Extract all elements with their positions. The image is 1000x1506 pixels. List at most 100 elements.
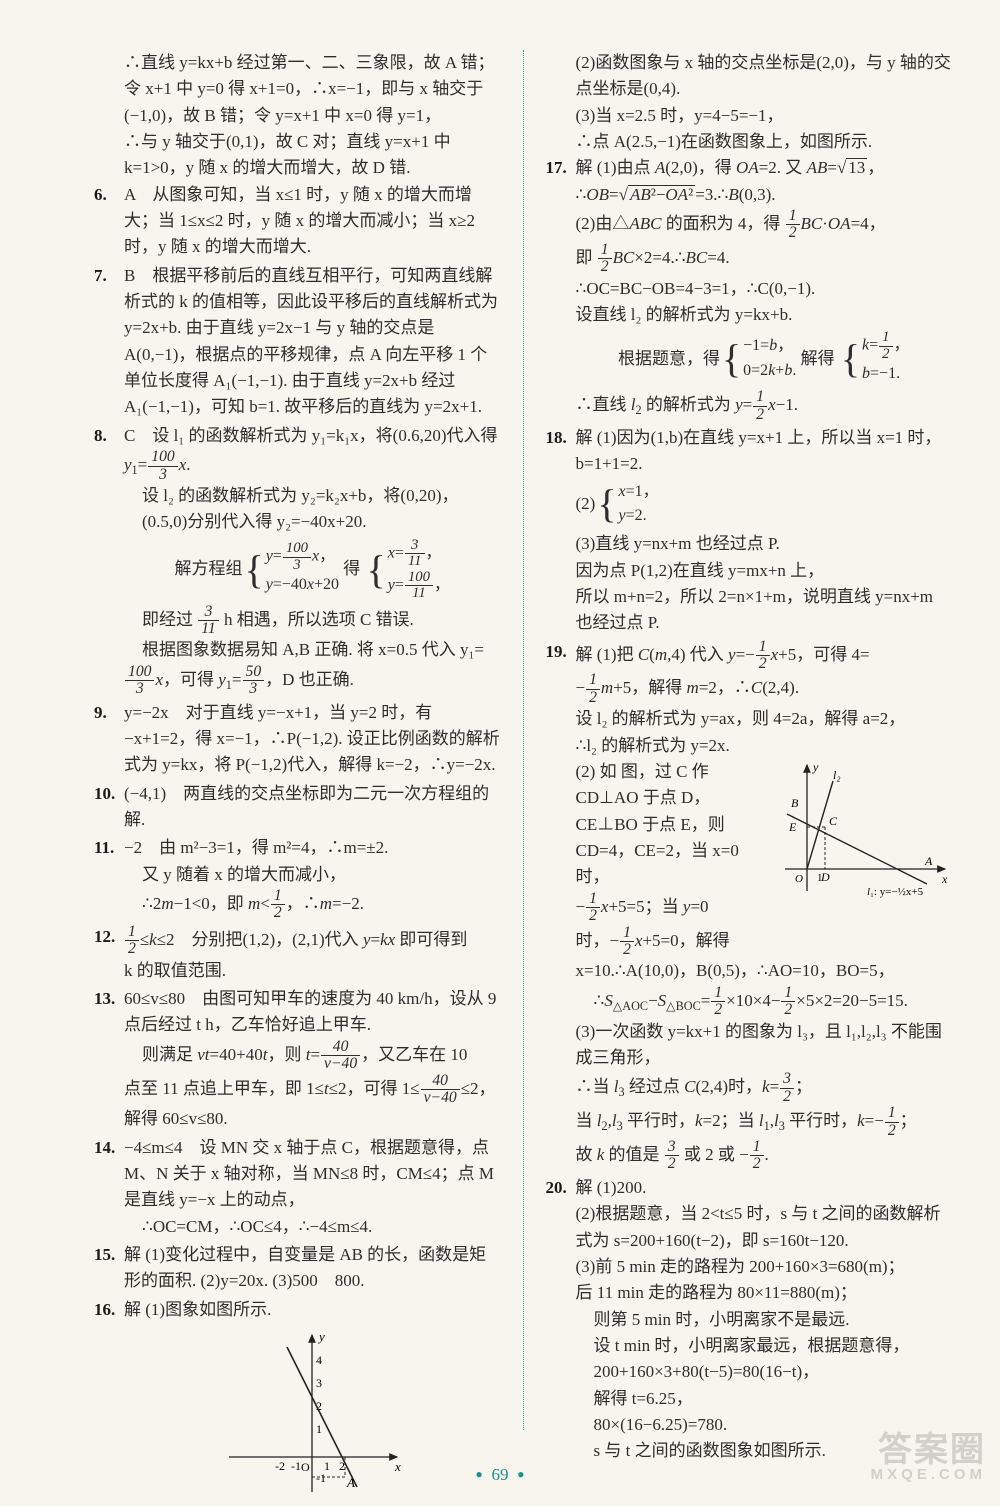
item-body: 解 (1)把 C(m,4) 代入 y=−12x+5，可得 4= −12m+5，解… xyxy=(576,639,953,1173)
svg-text:B: B xyxy=(791,796,799,810)
svg-text:x: x xyxy=(941,872,948,886)
item-body: 12≤k≤2 分别把(1,2)，(2,1)代入 y=kx 即可得到 k 的取值范… xyxy=(124,924,501,984)
text-line: 解 (1)由点 A(2,0)，得 OA=2. 又 AB=√13， xyxy=(576,155,953,181)
text-line: (2)函数图象与 x 轴的交点坐标是(2,0)，与 y 轴的交点坐标是(0,4)… xyxy=(576,50,953,103)
svg-text:y: y xyxy=(812,760,819,774)
text-line: 解 (1)因为(1,b)在直线 y=x+1 上，所以当 x=1 时，b=1+1=… xyxy=(576,425,953,478)
item-body: 解 (1)因为(1,b)在直线 y=x+1 上，所以当 x=1 时，b=1+1=… xyxy=(576,425,953,637)
text-line: 200+160×3+80(t−5)=80(16−t)， xyxy=(576,1359,953,1385)
item-14: 14. −4≤m≤4 设 MN 交 x 轴于点 C，根据题意得，点 M、N 关于… xyxy=(94,1135,501,1240)
svg-text:A: A xyxy=(924,854,933,868)
text-line: 所以 m+n=2，所以 2=n×1+m，说明直线 y=nx+m 也经过点 P. xyxy=(576,584,953,637)
svg-text:l₂: l₂ xyxy=(833,768,841,782)
item-body: 解 (1)200. (2)根据题意，当 2<t≤5 时，s 与 t 之间的函数解… xyxy=(576,1175,953,1465)
text-line: 则满足 vt=40+40t，则 t=40v−40，又乙车在 10 xyxy=(124,1039,501,1073)
item-15: 15. 解 (1)变化过程中，自变量是 AB 的长，函数是矩形的面积. (2)y… xyxy=(94,1242,501,1295)
text-line: 因为点 P(1,2)在直线 y=mx+n 上， xyxy=(576,558,953,584)
text-line: ∴OB=√AB²−OA²=3.∴B(0,3). xyxy=(576,182,953,208)
text-line: 后 11 min 走的路程为 80×11=880(m)； xyxy=(576,1280,953,1306)
svg-text:1: 1 xyxy=(817,872,823,884)
item-number: 19. xyxy=(546,639,576,1173)
text-line: x=10.∴A(10,0)，B(0,5)，∴AO=10，BO=5， xyxy=(576,958,953,984)
text-with-diagram: (2) 如 图，过 C 作 CD⊥AO 于点 D，CE⊥BO 于点 E，则 CD… xyxy=(576,759,953,925)
item-number: 10. xyxy=(94,781,124,834)
item-number: 15. xyxy=(94,1242,124,1295)
watermark-text: 答案圈 xyxy=(878,1431,986,1469)
text-line: −2 由 m²−3=1，得 m²=4，∴m=±2. xyxy=(124,835,501,861)
text-line: 即 12BC×2=4.∴BC=4. xyxy=(576,242,953,276)
eq-line: y1=1003x. xyxy=(124,449,501,483)
left-column: ∴直线 y=kx+b 经过第一、二、三象限，故 A 错； 令 x+1 中 y=0… xyxy=(94,50,501,1430)
item-body: −4≤m≤4 设 MN 交 x 轴于点 C，根据题意得，点 M、N 关于 x 轴… xyxy=(124,1135,501,1240)
item-number: 20. xyxy=(546,1175,576,1465)
watermark: 答案圈 MXQE.COM xyxy=(871,1433,986,1482)
svg-text:1: 1 xyxy=(316,1422,322,1436)
item-17: 17. 解 (1)由点 A(2,0)，得 OA=2. 又 AB=√13， ∴OB… xyxy=(546,155,953,423)
right-column: (2)函数图象与 x 轴的交点坐标是(2,0)，与 y 轴的交点坐标是(0,4)… xyxy=(546,50,953,1430)
text-line: −4≤m≤4 设 MN 交 x 轴于点 C，根据题意得，点 M、N 关于 x 轴… xyxy=(124,1135,501,1214)
text-line: ∴与 y 轴交于(0,1)，故 C 对；直线 y=x+1 中 k=1>0，y 随… xyxy=(124,129,501,182)
column-divider xyxy=(523,50,524,1430)
dot-icon: • xyxy=(517,1462,525,1487)
text-line: 当 l2,l3 平行时，k=2；当 l1,l3 平行时，k=−12； xyxy=(576,1105,953,1139)
item-6: 6. A 从图象可知，当 x≤1 时，y 随 x 的增大而增大；当 1≤x≤2 … xyxy=(94,182,501,261)
text-line: 又 y 随着 x 的增大而减小， xyxy=(124,862,501,888)
text-line: ∴直线 l2 的解析式为 y=12x−1. xyxy=(576,389,953,423)
item-7: 7. B 根据平移前后的直线互相平行，可知两直线解析式的 k 的值相等，因此设平… xyxy=(94,263,501,421)
item-11: 11. −2 由 m²−3=1，得 m²=4，∴m=±2. 又 y 随着 x 的… xyxy=(94,835,501,922)
item-9: 9. y=−2x 对于直线 y=−x+1，当 y=2 时，有 −x+1=2，得 … xyxy=(94,700,501,779)
text-line: ∴直线 y=kx+b 经过第一、二、三象限，故 A 错； xyxy=(124,50,501,76)
watermark-url: MXQE.COM xyxy=(871,1467,986,1482)
text-line: (3)一次函数 y=kx+1 的图象为 l₃，且 l₁,l₂,l₃ 不能围成三角… xyxy=(576,1019,953,1072)
text-line: (2) 如 图，过 C 作 CD⊥AO 于点 D，CE⊥BO 于点 E，则 CD… xyxy=(576,759,772,891)
svg-text:4: 4 xyxy=(316,1353,322,1367)
item-10: 10. (−4,1) 两直线的交点坐标即为二元一次方程组的解. xyxy=(94,781,501,834)
item-number: 6. xyxy=(94,182,124,261)
item-8: 8. C 设 l₁ 的函数解析式为 y₁=k₁x，将(0.6,20)代入得 y1… xyxy=(94,423,501,698)
text-line: ∴OC=BC−OB=4−3=1，∴C(0,−1). xyxy=(576,276,953,302)
page-number: 69 xyxy=(492,1465,509,1484)
item-number: 18. xyxy=(546,425,576,637)
text-line: 解得 t=6.25， xyxy=(576,1386,953,1412)
item-number: 17. xyxy=(546,155,576,423)
text-line: 设 l₂ 的解析式为 y=ax，则 4=2a，解得 a=2， xyxy=(576,706,953,732)
dot-icon: • xyxy=(475,1462,483,1487)
item-body: y=−2x 对于直线 y=−x+1，当 y=2 时，有 −x+1=2，得 x=−… xyxy=(124,700,501,779)
item-body: 解 (1)由点 A(2,0)，得 OA=2. 又 AB=√13， ∴OB=√AB… xyxy=(576,155,953,423)
two-columns: ∴直线 y=kx+b 经过第一、二、三象限，故 A 错； 令 x+1 中 y=0… xyxy=(94,50,952,1430)
item-number: 13. xyxy=(94,986,124,1133)
text-line: 令 x+1 中 y=0 得 x+1=0，∴x=−1，即与 x 轴交于(−1,0)… xyxy=(124,76,501,129)
text-line: ∴S△AOC−S△BOC=12×10×4−12×5×2=20−5=15. xyxy=(576,985,953,1019)
text-line: 时，−12x+5=0，解得 xyxy=(576,925,953,959)
text-line: (3)前 5 min 走的路程为 200+160×3=680(m)； xyxy=(576,1254,953,1280)
text-line: 则第 5 min 时，小明离家不是最远. xyxy=(576,1307,953,1333)
graph-19: x y O l₂ B E C D A l₁: y=−½x+5 xyxy=(777,759,952,899)
text-line: 60≤v≤80 由图可知甲车的速度为 40 km/h，设从 9 点后经过 t h… xyxy=(124,986,501,1039)
brace-equations: (2) { x=1，y=2. xyxy=(576,480,953,530)
text-line: ∴当 l3 经过点 C(2,4)时，k=32； xyxy=(576,1071,953,1105)
svg-text:C: C xyxy=(829,814,838,828)
item-13: 13. 60≤v≤80 由图可知甲车的速度为 40 km/h，设从 9 点后经过… xyxy=(94,986,501,1133)
text-line: 设直线 l₂ 的解析式为 y=kx+b. xyxy=(576,302,953,328)
text-line: C 设 l₁ 的函数解析式为 y₁=k₁x，将(0.6,20)代入得 xyxy=(124,423,501,449)
svg-text:y: y xyxy=(317,1329,325,1344)
svg-text:3: 3 xyxy=(316,1376,322,1390)
item-12: 12. 12≤k≤2 分别把(1,2)，(2,1)代入 y=kx 即可得到 k … xyxy=(94,924,501,984)
item-body: A 从图象可知，当 x≤1 时，y 随 x 的增大而增大；当 1≤x≤2 时，y… xyxy=(124,182,501,261)
text-line: 解 (1)200. xyxy=(576,1175,953,1201)
item-body: B 根据平移前后的直线互相平行，可知两直线解析式的 k 的值相等，因此设平移后的… xyxy=(124,263,501,421)
item-number: 9. xyxy=(94,700,124,779)
text-line: (2)由△ABC 的面积为 4，得 12BC·OA=4， xyxy=(576,208,953,242)
item-number: 12. xyxy=(94,924,124,984)
label: (2) xyxy=(576,491,596,517)
text-line: k 的取值范围. xyxy=(124,958,501,984)
text-line: (2)根据题意，当 2<t≤5 时，s 与 t 之间的函数解析式为 s=200+… xyxy=(576,1201,953,1254)
text-line: 解 (1)把 C(m,4) 代入 y=−12x+5，可得 4= xyxy=(576,639,953,673)
text-line: 解得 60≤v≤80. xyxy=(124,1106,501,1132)
svg-text:O: O xyxy=(795,873,803,885)
text-line: ∴l₂ 的解析式为 y=2x. xyxy=(576,733,953,759)
text-line: 故 k 的值是 32 或 2 或 −12. xyxy=(576,1139,953,1173)
item-body: −2 由 m²−3=1，得 m²=4，∴m=±2. 又 y 随着 x 的增大而减… xyxy=(124,835,501,922)
text-line: −12m+5，解得 m=2，∴C(2,4). xyxy=(576,672,953,706)
item-body: (−4,1) 两直线的交点坐标即为二元一次方程组的解. xyxy=(124,781,501,834)
